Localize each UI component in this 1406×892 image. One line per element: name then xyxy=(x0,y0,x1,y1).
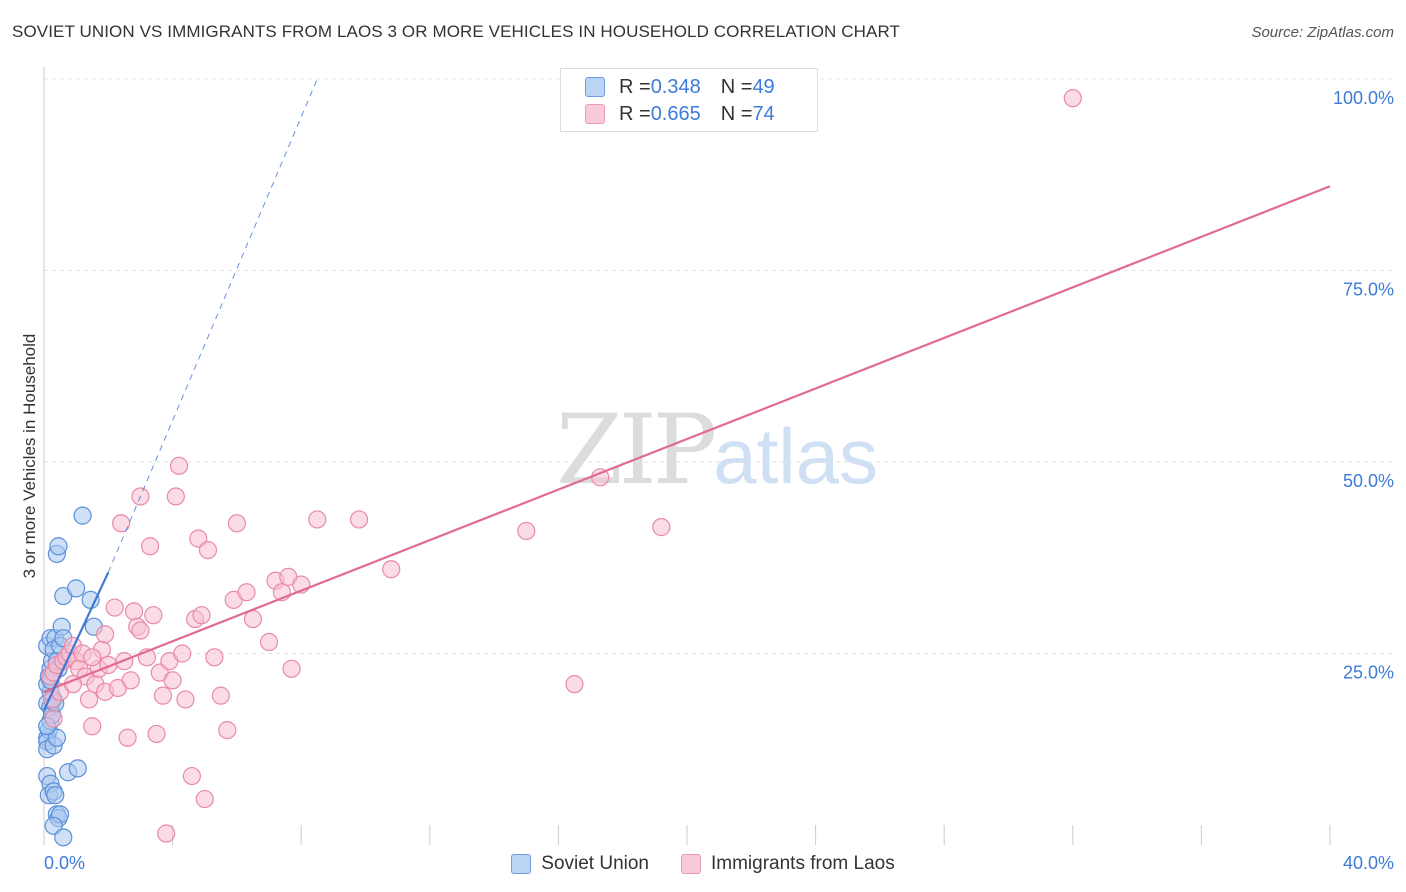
point-immigrants-from-laos xyxy=(308,510,327,529)
point-immigrants-from-laos xyxy=(166,487,185,506)
point-immigrants-from-laos xyxy=(147,724,166,744)
point-immigrants-from-laos xyxy=(118,728,137,747)
y-tick-label: 75.0% xyxy=(1343,280,1394,300)
point-immigrants-from-laos xyxy=(79,690,99,709)
r-label: R = xyxy=(619,102,651,125)
x-tick-label: 40.0% xyxy=(1343,853,1394,873)
point-immigrants-from-laos xyxy=(112,514,131,533)
y-axis-title: 3 or more Vehicles in Household xyxy=(20,334,39,579)
point-immigrants-from-laos xyxy=(144,606,163,625)
point-immigrants-from-laos xyxy=(153,686,173,705)
point-immigrants-from-laos xyxy=(211,686,230,705)
watermark: ZIPatlas xyxy=(556,402,878,499)
point-soviet-union xyxy=(54,828,73,847)
point-immigrants-from-laos xyxy=(124,602,144,621)
point-immigrants-from-laos xyxy=(169,456,189,475)
point-immigrants-from-laos xyxy=(44,709,63,728)
watermark-atlas: atlas xyxy=(713,412,878,500)
correlation-legend: R = 0.348 N = 49 R = 0.665 N = 74 xyxy=(560,68,818,132)
source-credit: Source: ZipAtlas.com xyxy=(1251,24,1394,41)
n-label: N = xyxy=(720,102,753,125)
point-immigrants-from-laos xyxy=(652,518,671,537)
point-immigrants-from-laos xyxy=(105,598,124,617)
y-tick-label: 50.0% xyxy=(1343,471,1394,491)
n-value: 49 xyxy=(752,75,775,98)
grid-layer xyxy=(44,78,1394,654)
point-immigrants-from-laos xyxy=(205,648,224,667)
point-immigrants-from-laos xyxy=(140,537,160,556)
trend-line-soviet-union xyxy=(43,571,110,711)
soviet-union-swatch xyxy=(585,77,605,97)
point-immigrants-from-laos xyxy=(163,671,182,690)
point-immigrants-from-laos xyxy=(131,621,150,640)
legend-row-immigrants-from-laos: R = 0.665 N = 74 xyxy=(585,102,775,126)
chart-title: SOVIET UNION VS IMMIGRANTS FROM LAOS 3 O… xyxy=(12,22,901,41)
immigrants-from-laos-swatch xyxy=(681,854,701,874)
point-soviet-union xyxy=(67,579,86,598)
point-immigrants-from-laos xyxy=(349,510,369,529)
point-soviet-union xyxy=(46,786,65,805)
point-immigrants-from-laos xyxy=(282,659,301,678)
n-value: 74 xyxy=(752,102,775,125)
point-soviet-union xyxy=(49,537,68,556)
trend-lines xyxy=(43,78,1331,711)
n-label: N = xyxy=(720,75,753,98)
point-immigrants-from-laos xyxy=(83,648,102,667)
point-immigrants-from-laos xyxy=(173,644,192,663)
legend-label: Soviet Union xyxy=(541,853,649,874)
x-tick-label: 0.0% xyxy=(44,853,85,873)
point-immigrants-from-laos xyxy=(121,671,140,690)
legend-item-soviet-union: Soviet Union xyxy=(511,853,649,875)
point-immigrants-from-laos xyxy=(176,690,195,709)
point-immigrants-from-laos xyxy=(382,560,401,579)
point-immigrants-from-laos xyxy=(517,521,536,541)
legend-label: Immigrants from Laos xyxy=(711,853,895,874)
point-soviet-union xyxy=(73,506,92,525)
y-tick-label: 25.0% xyxy=(1343,663,1394,683)
axis-labels: 25.0% 50.0% 75.0% 100.0% 0.0% 40.0% 3 or more … xyxy=(20,88,1394,873)
point-immigrants-from-laos xyxy=(192,606,211,625)
axes-layer xyxy=(43,67,1331,845)
trend-line-immigrants-from-laos xyxy=(43,185,1331,693)
legend-row-soviet-union: R = 0.348 N = 49 xyxy=(585,75,775,99)
legend-item-immigrants-from-laos: Immigrants from Laos xyxy=(681,853,895,875)
point-immigrants-from-laos xyxy=(195,789,214,809)
r-value: 0.665 xyxy=(650,102,701,125)
r-value: 0.348 xyxy=(650,75,701,98)
series-legend: Soviet Union Immigrants from Laos xyxy=(0,850,1406,878)
point-immigrants-from-laos xyxy=(259,632,279,652)
trend-line-soviet-union-extension xyxy=(107,78,318,573)
watermark-zip: ZIP xyxy=(556,394,717,506)
point-immigrants-from-laos xyxy=(218,720,237,740)
point-immigrants-from-laos xyxy=(1063,89,1082,108)
point-immigrants-from-laos xyxy=(182,766,201,786)
point-immigrants-from-laos xyxy=(157,824,176,843)
point-immigrants-from-laos xyxy=(95,625,115,644)
soviet-union-swatch xyxy=(511,854,532,874)
point-immigrants-from-laos xyxy=(565,675,584,694)
point-immigrants-from-laos xyxy=(198,540,218,560)
point-immigrants-from-laos xyxy=(237,583,256,602)
immigrants-from-laos-swatch xyxy=(585,104,605,124)
r-label: R = xyxy=(619,75,651,98)
point-immigrants-from-laos xyxy=(83,717,102,736)
series-immigrants-from-laos xyxy=(41,89,1082,843)
point-immigrants-from-laos xyxy=(227,514,246,533)
point-soviet-union xyxy=(68,759,87,778)
y-tick-label: 100.0% xyxy=(1333,88,1394,108)
